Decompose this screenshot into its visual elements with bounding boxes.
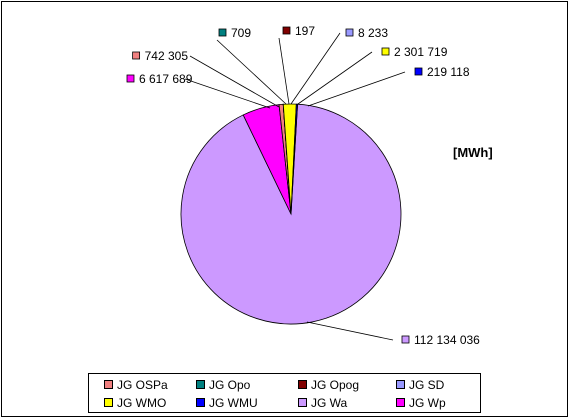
legend-item-jg-wmu: JG WMU (196, 396, 258, 410)
legend-swatch (298, 380, 307, 389)
data-label-text: 197 (295, 24, 315, 38)
leader-line-jg-wmu (307, 71, 406, 107)
legend-label: JG SD (409, 378, 445, 392)
pie-slice-jg-wmu (290, 103, 298, 215)
data-label-swatch (282, 26, 291, 35)
legend-swatch (196, 398, 205, 407)
data-label-text: 112 134 036 (414, 333, 480, 347)
leader-line-jg-wmo (297, 51, 373, 105)
legend-item-jg-opog: JG Opog (298, 378, 359, 392)
leader-line-jg-wp (184, 78, 271, 109)
legend-swatch (396, 380, 405, 389)
data-label-text: 742 305 (145, 49, 189, 63)
data-label-text: 8 233 (358, 26, 388, 40)
data-label-jg-opo: 709 (218, 26, 251, 40)
legend-item-jg-sd: JG SD (396, 378, 444, 392)
legend-item-jg-ospa: JG OSPa (104, 378, 168, 392)
legend: JG OSPa JG Opo JG Opog JG SD JG WMO JG WMU JG … (88, 373, 481, 413)
data-label-jg-ospa: 742 305 (132, 49, 189, 63)
legend-swatch (104, 398, 113, 407)
data-label-jg-wa: 112 134 036 (401, 333, 480, 347)
data-label-swatch (401, 335, 410, 344)
data-label-swatch (126, 74, 135, 83)
legend-item-jg-wp: JG Wp (396, 396, 446, 410)
data-label-swatch (381, 47, 390, 56)
data-label-jg-wp: 6 617 689 (126, 72, 193, 86)
legend-item-jg-wmo: JG WMO (104, 396, 166, 410)
legend-swatch (396, 398, 405, 407)
leader-line-jg-opog (278, 37, 290, 105)
data-label-jg-wmu: 219 118 (414, 65, 470, 79)
data-label-text: 6 617 689 (139, 72, 193, 86)
data-label-swatch (345, 28, 354, 37)
legend-label: JG OSPa (117, 378, 168, 392)
leader-lines (184, 32, 406, 341)
data-label-swatch (132, 51, 141, 60)
data-label-swatch (218, 28, 227, 37)
legend-swatch (104, 380, 113, 389)
legend-label: JG Wp (409, 396, 446, 410)
data-label-jg-sd: 8 233 (345, 26, 388, 40)
legend-label: JG Opo (209, 378, 251, 392)
leader-line-jg-wa (306, 321, 394, 341)
data-label-text: 709 (231, 26, 251, 40)
data-label-jg-wmo: 2 301 719 (381, 45, 448, 59)
leader-line-jg-sd (290, 32, 341, 105)
legend-label: JG Opog (311, 378, 360, 392)
leader-line-jg-ospa (189, 55, 280, 108)
legend-label: JG WMU (209, 396, 258, 410)
legend-item-jg-wa: JG Wa (298, 396, 347, 410)
legend-swatch (196, 380, 205, 389)
unit-label: [MWh] (453, 145, 493, 160)
pie-slices (180, 103, 402, 325)
data-label-text: 2 301 719 (394, 45, 448, 59)
data-label-jg-opog: 197 (282, 24, 315, 38)
leader-line-jg-opo (216, 39, 287, 105)
data-labels: 742 305 709 197 8 233 2 301 719 219 118 112 13… (126, 24, 480, 347)
legend-swatch (298, 398, 307, 407)
legend-item-jg-opo: JG Opo (196, 378, 250, 392)
data-label-text: 219 118 (427, 65, 470, 79)
legend-label: JG WMO (117, 396, 167, 410)
legend-label: JG Wa (311, 396, 348, 410)
pie-slice-jg-wa (180, 103, 402, 325)
data-label-swatch (414, 67, 423, 76)
